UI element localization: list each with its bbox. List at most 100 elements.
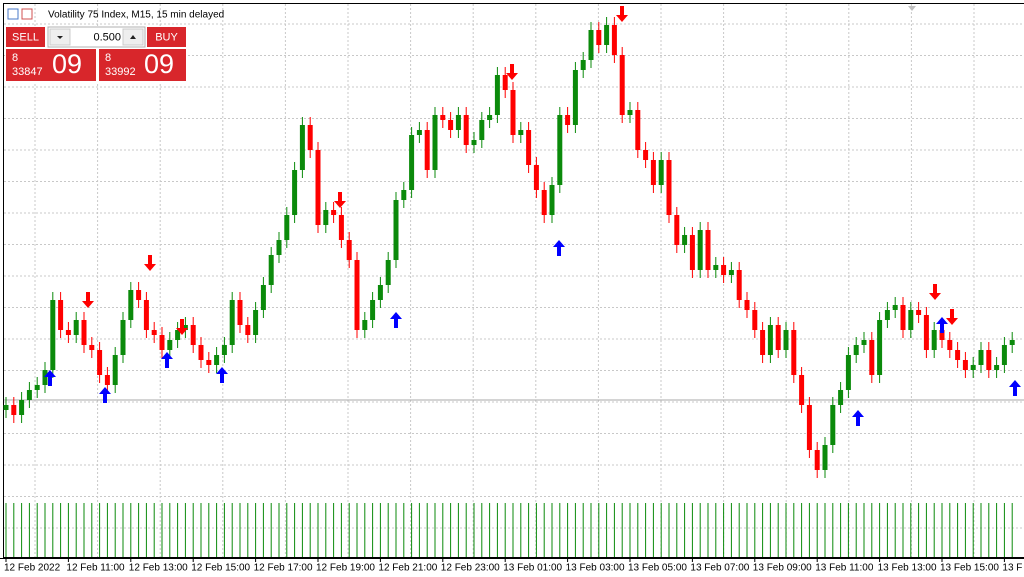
candle-body <box>674 215 680 245</box>
candle-body <box>229 300 235 345</box>
candle-body <box>175 330 181 340</box>
candle-body <box>89 345 95 350</box>
candle-body <box>73 320 79 335</box>
candle-body <box>182 325 188 330</box>
candle-body <box>533 165 539 190</box>
candle-body <box>510 90 516 135</box>
bid-box[interactable] <box>6 49 96 81</box>
candle-body <box>338 215 344 240</box>
candle-body <box>721 265 727 275</box>
candle-body <box>814 450 820 470</box>
candle-body <box>11 405 17 415</box>
x-tick-label: 13 Feb 15:00 <box>940 563 999 574</box>
candle-body <box>791 330 797 375</box>
x-tick-label: 12 Feb 2022 <box>4 563 61 574</box>
candle-body <box>682 235 688 245</box>
candle-body <box>323 210 329 225</box>
sell-arrow <box>144 255 156 271</box>
candle-body <box>767 325 773 355</box>
candle-body <box>253 310 259 335</box>
x-tick-label: 13 Feb 01:00 <box>503 563 562 574</box>
candle-body <box>572 70 578 125</box>
candle-body <box>307 125 313 150</box>
volumes <box>5 503 1013 557</box>
candle-body <box>962 360 968 370</box>
candle-body <box>884 310 890 320</box>
candle-body <box>455 115 461 130</box>
candle-body <box>775 325 781 350</box>
candle-body <box>580 60 586 70</box>
candle-body <box>845 355 851 390</box>
candle-body <box>697 230 703 270</box>
volume-value: 0.500 <box>93 31 121 43</box>
candle-body <box>479 120 485 140</box>
sell-arrow <box>946 309 958 325</box>
sell-arrow <box>616 6 628 22</box>
x-tick-label: 13 F <box>1002 563 1022 574</box>
candle-body <box>736 270 742 300</box>
candle-body <box>245 325 251 335</box>
buy-arrow <box>216 367 228 383</box>
candle-body <box>877 320 883 375</box>
sell-arrow <box>929 284 941 300</box>
candle-body <box>830 405 836 445</box>
candle-body <box>728 270 734 275</box>
x-tick-label: 13 Feb 07:00 <box>690 563 749 574</box>
candle-body <box>409 135 415 190</box>
sell-arrows <box>82 6 958 335</box>
candle-body <box>377 285 383 300</box>
candle-body <box>643 150 649 160</box>
candle-body <box>588 30 594 60</box>
bid-big: 8 <box>12 52 18 64</box>
sell-label: SELL <box>12 31 39 43</box>
candle-body <box>471 140 477 145</box>
sell-arrow <box>176 319 188 335</box>
candle-body <box>370 300 376 320</box>
candle-body <box>331 210 337 215</box>
window-icon <box>21 8 33 20</box>
bid-pips: 09 <box>52 49 82 79</box>
candle-body <box>487 115 493 120</box>
candle-body <box>190 325 196 345</box>
x-tick-label: 13 Feb 05:00 <box>628 563 687 574</box>
candle-body <box>861 340 867 345</box>
buy-arrow <box>390 312 402 328</box>
candle-body <box>19 400 25 415</box>
candle-body <box>151 330 157 335</box>
candle-body <box>799 375 805 405</box>
candle-body <box>416 130 422 135</box>
bid-mid: 33847 <box>12 66 43 78</box>
candle-body <box>494 75 500 115</box>
ask-box[interactable] <box>99 49 186 81</box>
buy-arrow <box>936 317 948 333</box>
x-tick-label: 13 Feb 11:00 <box>815 563 874 574</box>
candle-body <box>362 320 368 330</box>
candle-body <box>1001 345 1007 365</box>
buy-arrow <box>44 370 56 386</box>
candle-body <box>541 190 547 215</box>
candle-body <box>97 350 103 375</box>
candle-body <box>136 290 142 300</box>
candle-body <box>50 300 56 370</box>
sell-button[interactable] <box>6 27 45 47</box>
candle-body <box>385 260 391 285</box>
candle-body <box>947 340 953 350</box>
candle-body <box>104 375 110 385</box>
candle-body <box>3 405 9 410</box>
candle-body <box>635 110 641 150</box>
candle-body <box>908 310 914 330</box>
candle-body <box>869 340 875 375</box>
x-tick-label: 12 Feb 17:00 <box>254 563 313 574</box>
candles <box>3 17 1015 478</box>
candle-body <box>167 340 173 350</box>
candle-body <box>783 330 789 350</box>
sell-arrow <box>82 292 94 308</box>
candle-body <box>923 315 929 350</box>
ask-mid: 33992 <box>105 66 136 78</box>
x-tick-label: 13 Feb 09:00 <box>753 563 812 574</box>
buy-button[interactable] <box>147 27 186 47</box>
candle-body <box>650 160 656 185</box>
candle-body <box>128 290 134 320</box>
volume-field[interactable] <box>47 26 146 48</box>
